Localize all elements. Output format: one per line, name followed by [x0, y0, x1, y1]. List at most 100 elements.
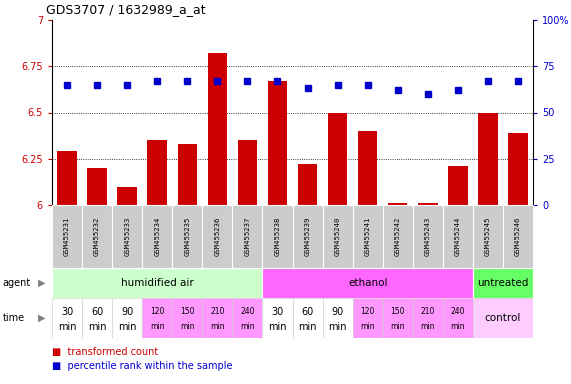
Text: 60: 60 — [301, 307, 313, 317]
FancyBboxPatch shape — [52, 205, 82, 268]
Text: GSM455246: GSM455246 — [515, 217, 521, 256]
Text: min: min — [58, 322, 77, 332]
Text: GSM455234: GSM455234 — [154, 217, 160, 256]
Text: GSM455242: GSM455242 — [395, 217, 401, 256]
Text: 120: 120 — [150, 308, 164, 316]
Text: humidified air: humidified air — [121, 278, 194, 288]
Bar — [208, 53, 227, 205]
Text: GSM455241: GSM455241 — [365, 217, 371, 256]
FancyBboxPatch shape — [263, 205, 292, 268]
FancyBboxPatch shape — [383, 205, 413, 268]
Text: ■  percentile rank within the sample: ■ percentile rank within the sample — [52, 361, 232, 371]
Text: min: min — [210, 322, 224, 331]
Text: 150: 150 — [180, 308, 195, 316]
FancyBboxPatch shape — [202, 298, 232, 338]
Text: 30: 30 — [61, 307, 73, 317]
Text: 60: 60 — [91, 307, 103, 317]
Text: GSM455235: GSM455235 — [184, 217, 190, 256]
Text: 150: 150 — [391, 308, 405, 316]
FancyBboxPatch shape — [353, 205, 383, 268]
Text: GSM455232: GSM455232 — [94, 217, 100, 256]
Text: 90: 90 — [121, 307, 133, 317]
Bar — [418, 203, 437, 205]
Text: min: min — [88, 322, 106, 332]
FancyBboxPatch shape — [443, 298, 473, 338]
Text: GSM455240: GSM455240 — [335, 217, 340, 256]
Text: min: min — [118, 322, 136, 332]
Text: GSM455239: GSM455239 — [304, 217, 311, 256]
Text: min: min — [451, 322, 465, 331]
Bar — [57, 151, 77, 205]
Text: min: min — [180, 322, 195, 331]
Text: min: min — [360, 322, 375, 331]
Bar — [358, 131, 377, 205]
Bar — [87, 168, 107, 205]
Text: min: min — [298, 322, 317, 332]
FancyBboxPatch shape — [503, 205, 533, 268]
Text: ▶: ▶ — [38, 278, 45, 288]
FancyBboxPatch shape — [112, 298, 142, 338]
Bar — [297, 164, 317, 205]
Text: min: min — [240, 322, 255, 331]
Text: GSM455245: GSM455245 — [485, 217, 491, 256]
Text: 120: 120 — [360, 308, 375, 316]
Bar — [238, 140, 257, 205]
Text: GSM455238: GSM455238 — [275, 217, 280, 256]
FancyBboxPatch shape — [142, 298, 172, 338]
Text: time: time — [3, 313, 25, 323]
Text: control: control — [485, 313, 521, 323]
Bar — [448, 166, 468, 205]
FancyBboxPatch shape — [172, 205, 202, 268]
Bar — [508, 133, 528, 205]
Text: GSM455237: GSM455237 — [244, 217, 251, 256]
Bar — [328, 113, 347, 205]
Text: 240: 240 — [240, 308, 255, 316]
FancyBboxPatch shape — [263, 298, 292, 338]
Text: agent: agent — [3, 278, 31, 288]
FancyBboxPatch shape — [172, 298, 202, 338]
Text: 210: 210 — [210, 308, 224, 316]
FancyBboxPatch shape — [142, 205, 172, 268]
Bar — [147, 140, 167, 205]
Bar — [178, 144, 197, 205]
Text: GSM455233: GSM455233 — [124, 217, 130, 256]
FancyBboxPatch shape — [202, 205, 232, 268]
Text: 240: 240 — [451, 308, 465, 316]
Text: GSM455236: GSM455236 — [214, 217, 220, 256]
Bar — [388, 203, 408, 205]
FancyBboxPatch shape — [443, 205, 473, 268]
FancyBboxPatch shape — [353, 298, 383, 338]
FancyBboxPatch shape — [323, 298, 353, 338]
FancyBboxPatch shape — [323, 205, 353, 268]
Text: ▶: ▶ — [38, 313, 45, 323]
FancyBboxPatch shape — [263, 268, 473, 298]
FancyBboxPatch shape — [413, 298, 443, 338]
FancyBboxPatch shape — [473, 205, 503, 268]
FancyBboxPatch shape — [413, 205, 443, 268]
FancyBboxPatch shape — [292, 205, 323, 268]
FancyBboxPatch shape — [383, 298, 413, 338]
Bar — [268, 81, 287, 205]
Text: GSM455243: GSM455243 — [425, 217, 431, 256]
FancyBboxPatch shape — [52, 268, 263, 298]
Text: min: min — [150, 322, 164, 331]
Text: ethanol: ethanol — [348, 278, 387, 288]
Text: ■  transformed count: ■ transformed count — [52, 347, 158, 357]
Text: untreated: untreated — [477, 278, 529, 288]
Text: min: min — [268, 322, 287, 332]
Bar — [118, 187, 137, 205]
FancyBboxPatch shape — [473, 298, 533, 338]
FancyBboxPatch shape — [82, 205, 112, 268]
FancyBboxPatch shape — [232, 205, 263, 268]
FancyBboxPatch shape — [112, 205, 142, 268]
FancyBboxPatch shape — [52, 298, 82, 338]
Text: GSM455244: GSM455244 — [455, 217, 461, 256]
Text: min: min — [420, 322, 435, 331]
Text: min: min — [328, 322, 347, 332]
Text: 210: 210 — [421, 308, 435, 316]
Text: 90: 90 — [332, 307, 344, 317]
Text: 30: 30 — [271, 307, 284, 317]
FancyBboxPatch shape — [232, 298, 263, 338]
FancyBboxPatch shape — [473, 268, 533, 298]
FancyBboxPatch shape — [292, 298, 323, 338]
